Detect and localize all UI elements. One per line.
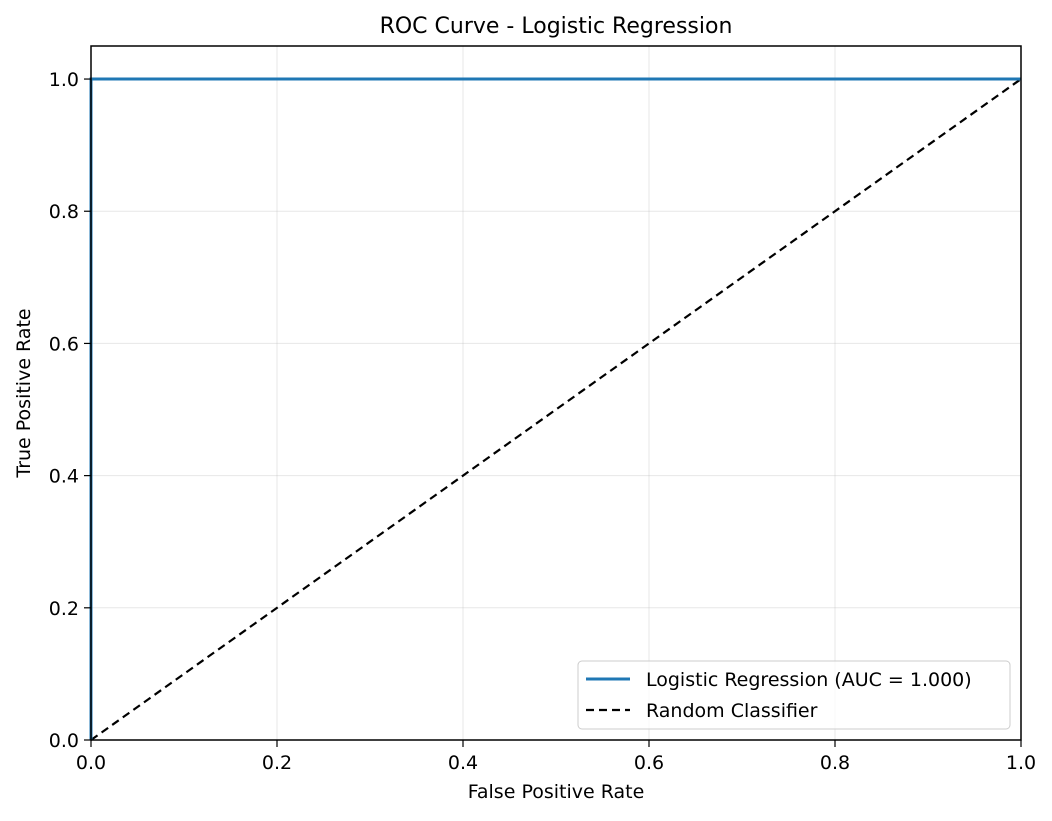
chart-title: ROC Curve - Logistic Regression — [380, 14, 733, 39]
y-tick-label: 0.8 — [49, 201, 79, 223]
y-tick-label: 1.0 — [49, 69, 79, 91]
x-tick-label: 0.4 — [448, 752, 478, 774]
x-tick-label: 0.6 — [634, 752, 664, 774]
random-classifier-line — [90, 78, 1022, 741]
tick-layer: 0.0 0.2 0.4 0.6 0.8 1.0 0.0 0.2 0.4 0.6 0.8 1.0 — [49, 69, 1036, 774]
plot-frame — [90, 45, 1022, 741]
x-axis-label: False Positive Rate — [468, 781, 645, 803]
x-tick-label: 0.8 — [820, 752, 850, 774]
x-tick-label: 1.0 — [1006, 752, 1036, 774]
y-tick-label: 0.0 — [49, 730, 79, 752]
legend: Logistic Regression (AUC = 1.000) Random… — [577, 660, 1011, 730]
y-axis-label: True Positive Rate — [13, 308, 35, 478]
y-tick-label: 0.4 — [49, 466, 79, 488]
legend-label-logistic-regression: Logistic Regression (AUC = 1.000) — [646, 669, 972, 691]
y-tick-label: 0.2 — [49, 598, 79, 620]
grid-layer — [90, 46, 1022, 741]
legend-box — [577, 660, 1011, 730]
x-tick-label: 0.0 — [76, 752, 106, 774]
series-layer — [89, 77, 1022, 741]
y-tick-label: 0.6 — [49, 333, 79, 355]
legend-label-random-classifier: Random Classifier — [646, 700, 818, 722]
x-tick-label: 0.2 — [262, 752, 292, 774]
